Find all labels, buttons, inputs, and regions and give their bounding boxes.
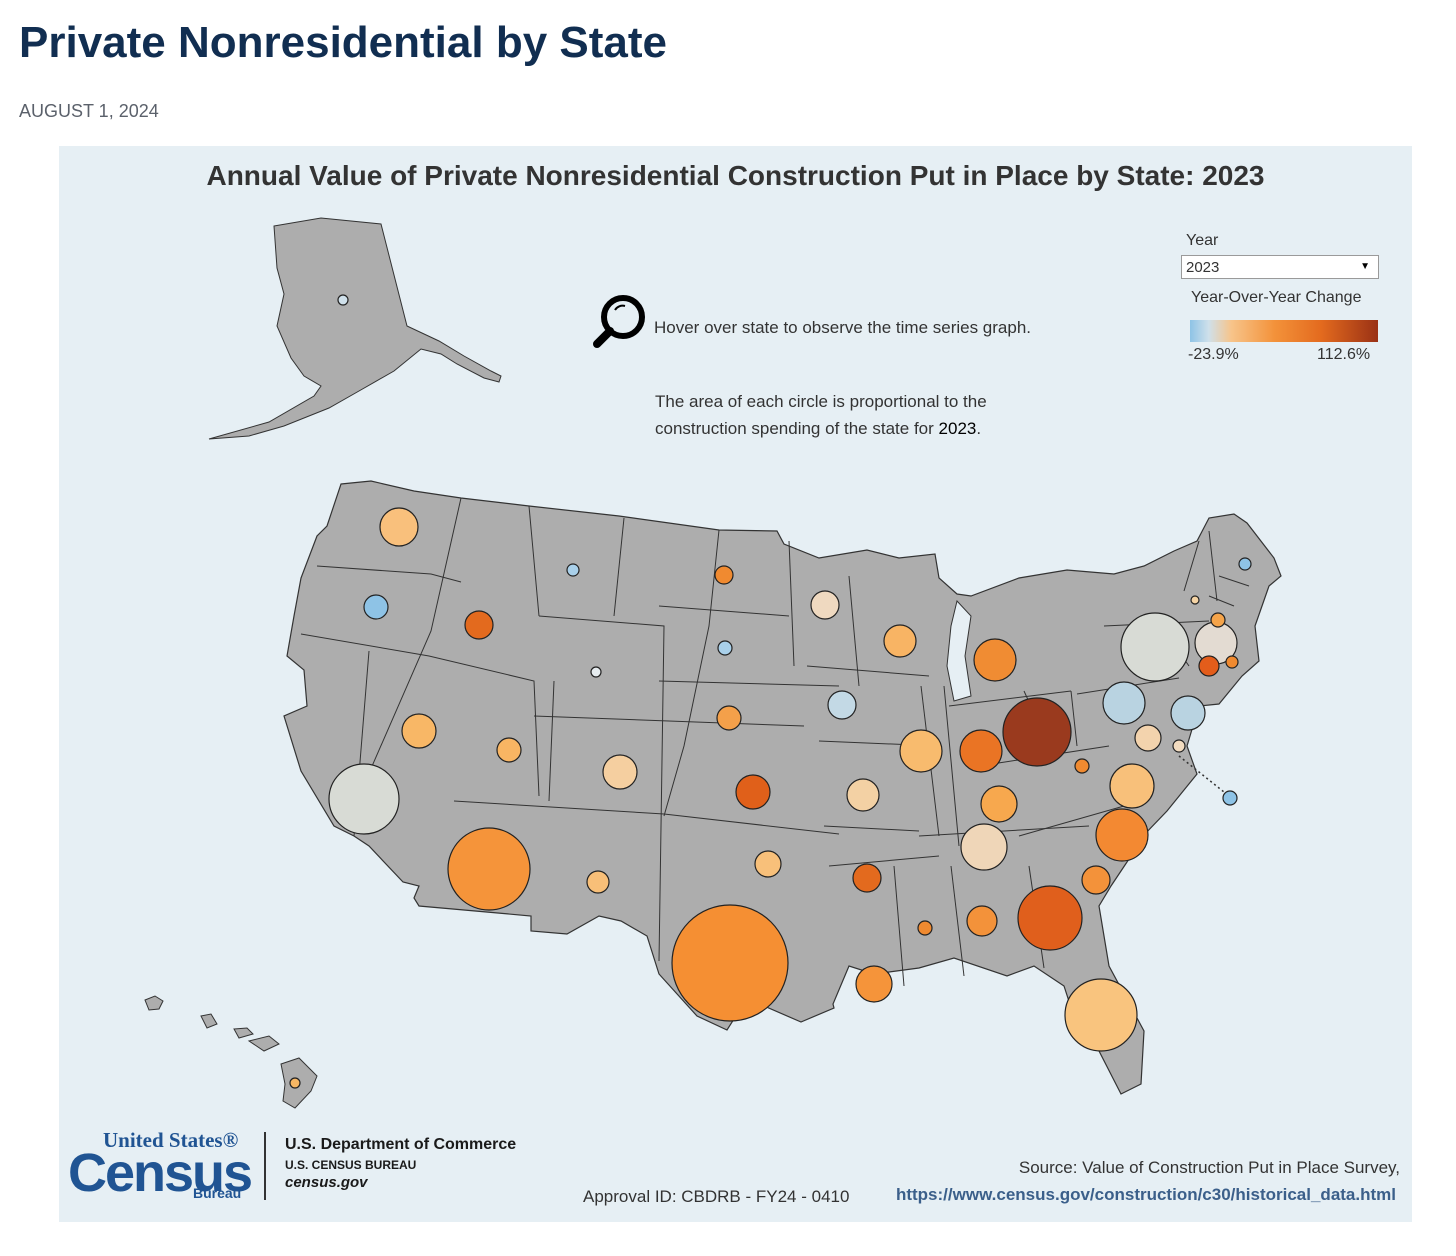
great-lakes xyxy=(946,599,972,702)
year-filter-label: Year xyxy=(1186,232,1219,249)
page-date: AUGUST 1, 2024 xyxy=(19,101,159,121)
legend-title: Year-Over-Year Change xyxy=(1191,289,1362,306)
area-hint-line1: The area of each circle is proportional … xyxy=(655,392,987,411)
bubble-mississippi xyxy=(917,920,933,936)
bubble-indiana xyxy=(959,729,1003,773)
bubble-kansas xyxy=(735,774,771,810)
bubble-rhode-island xyxy=(1225,655,1239,669)
bubble-new-hampshire xyxy=(1210,612,1226,628)
source-link[interactable]: https://www.census.gov/construction/c30/… xyxy=(895,1185,1396,1204)
bubble-colorado xyxy=(602,754,638,790)
area-hint-year: 2023 xyxy=(938,419,977,438)
dc-leader-line xyxy=(1178,755,1230,797)
legend-max-label: 112.6% xyxy=(1317,346,1371,363)
state-hawaii[interactable] xyxy=(144,995,318,1109)
page-title: Private Nonresidential by State xyxy=(19,18,667,67)
bubble-iowa xyxy=(827,690,857,720)
bubble-delaware xyxy=(1172,739,1186,753)
bubble-new-mexico xyxy=(586,870,610,894)
area-hint-line2: construction spending of the state for 2… xyxy=(655,419,981,439)
color-scale-legend xyxy=(1190,320,1378,342)
logo-main-text: Census xyxy=(68,1143,253,1203)
bubble-oklahoma xyxy=(754,850,782,878)
bubble-florida xyxy=(1064,978,1138,1052)
source-note: Source: Value of Construction Put in Pla… xyxy=(1018,1158,1400,1177)
bubble-vermont xyxy=(1190,595,1200,605)
bubble-tennessee xyxy=(960,823,1008,871)
bubble-idaho xyxy=(464,610,494,640)
bubble-washington xyxy=(379,507,419,547)
bubble-missouri xyxy=(846,778,880,812)
bubble-west-virginia xyxy=(1074,758,1090,774)
logo-top-text: United States® xyxy=(103,1128,239,1152)
bubble-kentucky xyxy=(980,785,1018,823)
bubble-michigan xyxy=(973,638,1017,682)
census-site-link[interactable]: census.gov xyxy=(285,1174,368,1191)
bubble-california xyxy=(328,763,400,835)
bubble-louisiana xyxy=(855,965,893,1003)
bubble-ohio xyxy=(1002,697,1072,767)
bubble-south-carolina xyxy=(1081,865,1111,895)
bubble-dc xyxy=(1222,790,1238,806)
bubble-nebraska xyxy=(716,705,742,731)
bubble-montana xyxy=(566,563,580,577)
bubble-georgia xyxy=(1017,885,1083,951)
bubble-wyoming xyxy=(590,666,602,678)
bubble-new-york xyxy=(1120,612,1190,682)
approval-id: Approval ID: CBDRB - FY24 - 0410 xyxy=(583,1187,850,1206)
area-hint-period: . xyxy=(976,419,982,438)
bubble-pennsylvania xyxy=(1102,681,1146,725)
bureau-name: U.S. CENSUS BUREAU xyxy=(285,1158,417,1172)
bubble-alaska xyxy=(337,294,349,306)
viz-panel: Annual Value of Private Nonresidential C… xyxy=(59,146,1412,1222)
bubble-minnesota xyxy=(810,590,840,620)
bubble-virginia xyxy=(1109,763,1155,809)
bubble-arkansas xyxy=(852,863,882,893)
bubble-connecticut xyxy=(1198,655,1220,677)
bubble-utah xyxy=(496,737,522,763)
bubble-north-carolina xyxy=(1095,808,1149,862)
bubble-texas xyxy=(671,904,789,1022)
logo-bottom-text: Bureau xyxy=(193,1185,242,1201)
area-hint-text: construction spending of the state for xyxy=(655,419,934,438)
bubble-alabama xyxy=(966,905,998,937)
year-filter-value: 2023 xyxy=(1186,259,1220,276)
bubble-oregon xyxy=(363,594,389,620)
year-filter-dropdown[interactable]: 2023 ▼ xyxy=(1181,255,1379,279)
bubble-illinois xyxy=(899,729,943,773)
bubble-arizona xyxy=(447,827,531,911)
bubble-wisconsin xyxy=(883,624,917,658)
bubble-maine xyxy=(1238,557,1252,571)
legend-min-label: -23.9% xyxy=(1188,346,1239,363)
census-logo[interactable]: United States® Census Bureau xyxy=(68,1128,253,1204)
hover-hint: Hover over state to observe the time ser… xyxy=(654,318,1032,337)
logo-divider xyxy=(264,1132,266,1200)
bubble-hawaii xyxy=(289,1077,301,1089)
state-bubbles[interactable] xyxy=(289,294,1252,1089)
bubble-south-dakota xyxy=(717,640,733,656)
bubble-maryland xyxy=(1134,724,1162,752)
magnifier-icon xyxy=(593,295,645,348)
bubble-new-jersey xyxy=(1170,695,1206,731)
bubble-north-dakota xyxy=(714,565,734,585)
state-alaska[interactable] xyxy=(208,217,502,440)
us-map[interactable] xyxy=(59,146,1412,1222)
department-name: U.S. Department of Commerce xyxy=(285,1136,517,1153)
chevron-down-icon[interactable]: ▼ xyxy=(1360,261,1370,272)
viz-title: Annual Value of Private Nonresidential C… xyxy=(206,160,1265,191)
bubble-nevada xyxy=(401,713,437,749)
